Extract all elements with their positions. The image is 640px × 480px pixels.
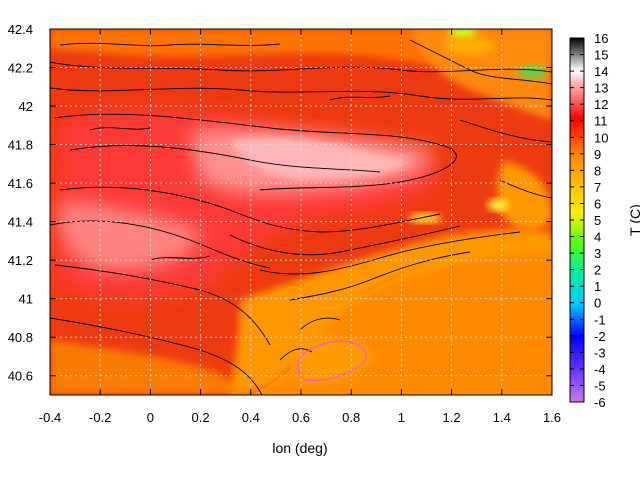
x-tick-label: -0.2 (89, 410, 111, 425)
colorbar-tick-label: -4 (594, 362, 606, 377)
y-tick-label: 42.2 (8, 61, 33, 76)
colorbar-tick-label: 4 (594, 230, 601, 245)
plot-area (50, 29, 552, 395)
x-tick-label: 1.6 (543, 410, 561, 425)
x-tick-label: 0 (147, 410, 154, 425)
x-tick-label: -0.4 (39, 410, 61, 425)
colorbar-tick-label: -3 (594, 345, 606, 360)
colorbar-tick-label: 1 (594, 279, 601, 294)
colorbar-tick-label: 14 (594, 64, 608, 79)
colorbar-tick-label: 3 (594, 246, 601, 261)
contour-lines (50, 39, 552, 395)
x-tick-label: 0.4 (242, 410, 260, 425)
x-axis-title: lon (deg) (272, 440, 327, 456)
colorbar-tick-label: 5 (594, 213, 601, 228)
colorbar-tick-label: -5 (594, 378, 606, 393)
colorbar-tick-label: 10 (594, 130, 608, 145)
warm-contour (297, 340, 367, 381)
y-tick-label: 41.8 (8, 138, 33, 153)
x-tick-label: 1.4 (493, 410, 511, 425)
y-tick-label: 40.8 (8, 330, 33, 345)
colorbar-tick-label: -1 (594, 312, 606, 327)
colorbar-tick-label: -6 (594, 395, 606, 410)
y-tick-label: 41.4 (8, 215, 33, 230)
colorbar-tick-label: 2 (594, 263, 601, 278)
y-axis: 40.6 40.8 41 41.2 41.4 41.6 41.8 42 42.2 42.4 (8, 22, 552, 384)
colorbar-tick-label: -2 (594, 329, 606, 344)
grid-lines (50, 29, 552, 395)
colorbar-tick-label: 12 (594, 97, 608, 112)
y-tick-label: 41.6 (8, 176, 33, 191)
colorbar-tick-label: 13 (594, 81, 608, 96)
y-tick-label: 42.4 (8, 22, 33, 37)
x-tick-label: 0.6 (292, 410, 310, 425)
y-tick-label: 41 (19, 292, 33, 307)
x-tick-label: 1 (398, 410, 405, 425)
colorbar-tick-label: 6 (594, 196, 601, 211)
colorbar-tick-label: 8 (594, 163, 601, 178)
colorbar-tick-label: 0 (594, 296, 601, 311)
y-tick-label: 41.2 (8, 253, 33, 268)
colorbar-tick-label: 9 (594, 147, 601, 162)
x-tick-label: 1.2 (443, 410, 461, 425)
colorbar-tick-label: 11 (594, 114, 608, 129)
y-tick-label: 42 (19, 99, 33, 114)
y-tick-label: 40.6 (8, 369, 33, 384)
colorbar-tick-label: 15 (594, 48, 608, 63)
colorbar-tick-label: 16 (594, 31, 608, 46)
x-axis: -0.4 -0.2 0 0.2 0.4 0.6 0.8 1 1.2 1.4 1.6 (39, 29, 561, 425)
x-tick-label: 0.8 (342, 410, 360, 425)
colorbar-title: T (C) (627, 204, 640, 236)
colorbar-tick-label: 7 (594, 180, 601, 195)
x-tick-label: 0.2 (192, 410, 210, 425)
